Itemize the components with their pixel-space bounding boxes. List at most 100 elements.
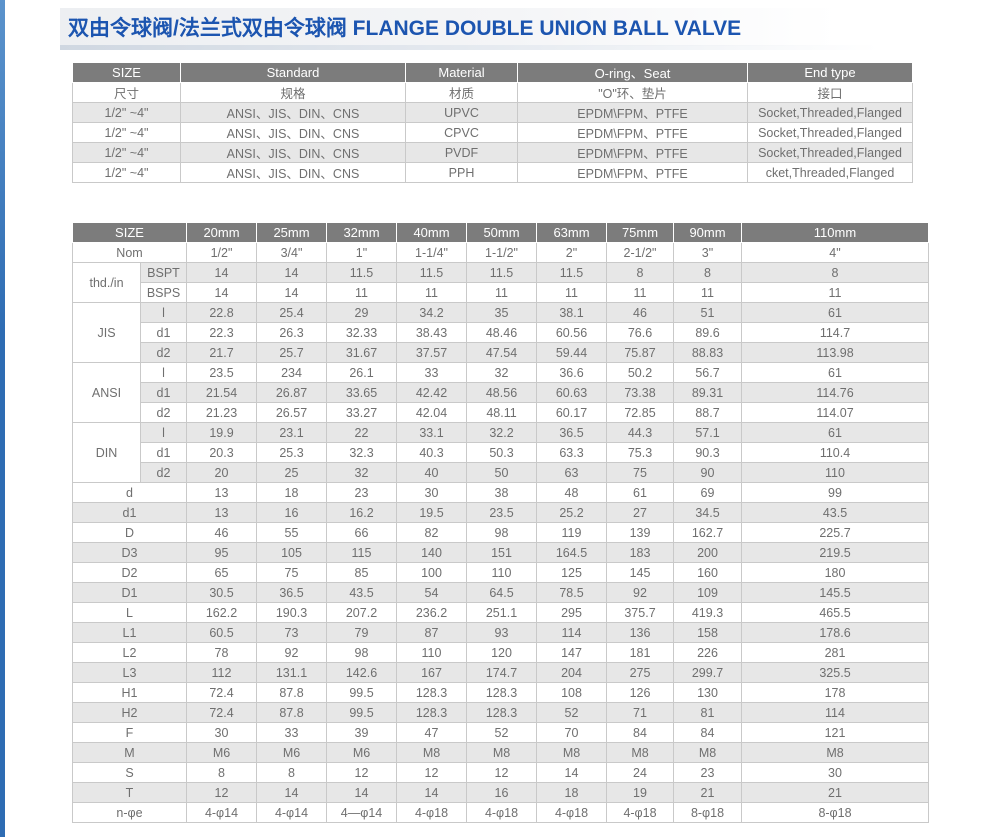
dim-cell: 43.5 xyxy=(741,502,929,523)
dim-cell: 114.07 xyxy=(741,402,929,423)
dim-row: D1 30.5 36.5 43.5 54 64.5 78.5 92 109 145.5 xyxy=(72,582,929,603)
dim-cell: 11.5 xyxy=(396,262,467,283)
spec-row: 1/2" ~4" ANSI、JIS、DIN、CNS CPVC EPDM\FPM、PTF… xyxy=(72,122,913,143)
dim-cell: 38 xyxy=(466,482,537,503)
dim-row: T 12 14 14 14 16 18 19 21 21 xyxy=(72,782,929,803)
dim-cell: 114.76 xyxy=(741,382,929,403)
dim-cell: 34.5 xyxy=(673,502,742,523)
spec-row: 1/2" ~4" ANSI、JIS、DIN、CNS PVDF EPDM\FPM、PTF… xyxy=(72,142,913,163)
dim-row: d2 21.23 26.57 33.27 42.04 48.11 60.17 72.85 88.… xyxy=(73,402,929,423)
dim-cell: M6 xyxy=(326,742,397,763)
dim-cell: 145 xyxy=(606,562,674,583)
spec-cell: PVDF xyxy=(405,142,518,163)
spec-cell: Socket,Threaded,Flanged xyxy=(747,142,913,163)
dim-cell: 89.6 xyxy=(673,322,742,343)
dim-row: H1 72.4 87.8 99.5 128.3 128.3 108 126 130 178 xyxy=(72,682,929,703)
spec-cell: EPDM\FPM、PTFE xyxy=(517,102,748,123)
dim-cell: 110 xyxy=(466,562,537,583)
dim-cell: 11.5 xyxy=(466,262,537,283)
dim-cell: 20.3 xyxy=(186,442,257,463)
dim-cell: 8 xyxy=(673,262,742,283)
dim-cell: 11 xyxy=(673,282,742,303)
spec-cell: cket,Threaded,Flanged xyxy=(747,162,913,183)
dim-cell: 38.43 xyxy=(396,322,467,343)
dim-row-label: L xyxy=(72,602,187,623)
dim-cell: 51 xyxy=(673,302,742,323)
dim-cell: 167 xyxy=(396,662,467,683)
dim-cell: 23.5 xyxy=(466,502,537,523)
dim-cell: 183 xyxy=(606,542,674,563)
dim-cell: 26.87 xyxy=(256,382,327,403)
spec-subheader-row: 尺寸 规格 材质 "O"环、垫片 接口 xyxy=(72,82,913,103)
dim-cell: 4-φ18 xyxy=(396,802,467,823)
dim-cell: 128.3 xyxy=(396,682,467,703)
dim-cell: M8 xyxy=(673,742,742,763)
dim-cell: 47.54 xyxy=(466,342,537,363)
dim-cell: 46 xyxy=(606,302,674,323)
dim-cell: 92 xyxy=(256,642,327,663)
dim-row-label: D xyxy=(72,522,187,543)
dim-cell: 114 xyxy=(741,702,929,723)
dim-cell: 151 xyxy=(466,542,537,563)
dim-row-label: S xyxy=(72,762,187,783)
dim-cell: 178.6 xyxy=(741,622,929,643)
dim-cell: 145.5 xyxy=(741,582,929,603)
dim-cell: 48.56 xyxy=(466,382,537,403)
dim-cell: 8-φ18 xyxy=(741,802,929,823)
dim-cell: 30.5 xyxy=(186,582,257,603)
dim-cell: 81 xyxy=(673,702,742,723)
dim-cell: 21 xyxy=(673,782,742,803)
dim-cell: 26.1 xyxy=(326,362,397,383)
dim-cell: 11 xyxy=(606,282,674,303)
dim-cell: 50.2 xyxy=(606,362,674,383)
dim-cell: 4-φ14 xyxy=(186,802,257,823)
dim-cell: 32.33 xyxy=(326,322,397,343)
dim-cell: 37.57 xyxy=(396,342,467,363)
dim-cell: 2-1/2" xyxy=(606,242,674,263)
dim-cell: 50.3 xyxy=(466,442,537,463)
dim-cell: 113.98 xyxy=(741,342,929,363)
dim-cell: 251.1 xyxy=(466,602,537,623)
dim-row-label: D1 xyxy=(72,582,187,603)
spec-subheader-cell: 接口 xyxy=(747,82,913,103)
spec-subheader-cell: "O"环、垫片 xyxy=(517,82,748,103)
spec-cell: EPDM\FPM、PTFE xyxy=(517,122,748,143)
dim-cell: 70 xyxy=(536,722,607,743)
dim-cell: 120 xyxy=(466,642,537,663)
dim-cell: 8-φ18 xyxy=(673,802,742,823)
dim-cell: 34.2 xyxy=(396,302,467,323)
dim-row-group-label: ANSI xyxy=(72,362,141,423)
dim-cell: 60.17 xyxy=(536,402,607,423)
dim-cell: 14 xyxy=(186,282,257,303)
dim-cell: 98 xyxy=(326,642,397,663)
dim-cell: 32.2 xyxy=(466,422,537,443)
dim-cell: 139 xyxy=(606,522,674,543)
dim-row-label: H2 xyxy=(72,702,187,723)
dim-cell: 47 xyxy=(396,722,467,743)
spec-cell: Socket,Threaded,Flanged xyxy=(747,122,913,143)
dim-cell: 136 xyxy=(606,622,674,643)
dim-cell: 121 xyxy=(741,722,929,743)
dim-cell: 98 xyxy=(466,522,537,543)
dim-cell: 44.3 xyxy=(606,422,674,443)
dim-row: L2 78 92 98 110 120 147 181 226 281 xyxy=(72,642,929,663)
dim-cell: 61 xyxy=(606,482,674,503)
dim-cell: 25.4 xyxy=(256,302,327,323)
dim-cell: 4-φ18 xyxy=(466,802,537,823)
dim-cell: 4-φ14 xyxy=(256,802,327,823)
dim-cell: 12 xyxy=(396,762,467,783)
dim-row: d1 13 16 16.2 19.5 23.5 25.2 27 34.5 43.5 xyxy=(72,502,929,523)
dim-cell: 63.3 xyxy=(536,442,607,463)
dim-cell: 85 xyxy=(326,562,397,583)
dim-cell: 115 xyxy=(326,542,397,563)
dim-cell: 19.9 xyxy=(186,422,257,443)
dim-cell: 225.7 xyxy=(741,522,929,543)
dim-cell: 234 xyxy=(256,362,327,383)
dim-cell: 59.44 xyxy=(536,342,607,363)
dim-cell: 90.3 xyxy=(673,442,742,463)
dim-row: D2 65 75 85 100 110 125 145 160 180 xyxy=(72,562,929,583)
dim-cell: M8 xyxy=(466,742,537,763)
dim-cell: 48 xyxy=(536,482,607,503)
dim-cell: 21.7 xyxy=(186,342,257,363)
dim-cell: 30 xyxy=(741,762,929,783)
